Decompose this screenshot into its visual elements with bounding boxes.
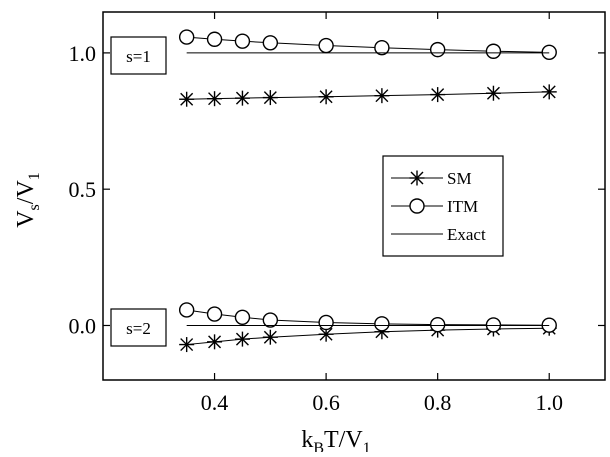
- sm-point: [207, 334, 223, 350]
- sm-point: [485, 85, 501, 101]
- itm-point: [485, 43, 502, 59]
- asterisk-stroke: [235, 332, 249, 346]
- itm-point: [318, 314, 334, 331]
- itm-point: [206, 31, 223, 47]
- itm-point: [178, 302, 195, 318]
- x-axis-label-main: k: [301, 427, 313, 452]
- x-axis-label-sub1: B: [313, 440, 324, 452]
- asterisk-stroke: [542, 85, 556, 99]
- state-box-label: s=1: [126, 47, 151, 66]
- asterisk-stroke: [263, 330, 277, 344]
- asterisk-stroke: [319, 327, 333, 341]
- asterisk-stroke: [208, 335, 222, 349]
- state-box-frame: [110, 36, 167, 75]
- plot-frame: [102, 11, 606, 381]
- itm-point: [429, 316, 446, 333]
- asterisk-stroke: [235, 91, 249, 105]
- legend-circle-marker: [409, 198, 425, 214]
- y-axis-label-sub1: s: [26, 204, 43, 210]
- asterisk-stroke: [410, 171, 424, 185]
- y-tick-label: 0.5: [69, 177, 97, 202]
- itm-point: [485, 317, 502, 333]
- asterisk-stroke: [180, 338, 194, 352]
- y-axis-label-mid: /V: [13, 180, 39, 205]
- sm-point: [318, 89, 334, 105]
- itm-point: [262, 312, 279, 328]
- sm-point: [234, 331, 250, 347]
- asterisk-stroke: [263, 91, 277, 105]
- itm-point: [206, 306, 223, 322]
- y-axis-label-main: V: [13, 210, 39, 228]
- itm-point: [234, 309, 251, 326]
- sm-point: [430, 87, 446, 103]
- legend: SM ITM Exact: [382, 155, 504, 257]
- itm-point: [429, 41, 446, 58]
- state-box-label: s=2: [126, 319, 151, 338]
- sm-point: [234, 90, 250, 106]
- x-tick-label: 0.4: [201, 390, 229, 415]
- state-box-frame: [110, 308, 167, 347]
- asterisk-stroke: [319, 90, 333, 104]
- state-box: s=1: [110, 36, 167, 75]
- data-layer: [178, 29, 557, 353]
- itm-point: [374, 40, 390, 56]
- x-tick-label: 1.0: [535, 390, 563, 415]
- sm-point: [207, 91, 223, 107]
- sm-point: [541, 84, 557, 100]
- asterisk-stroke: [486, 86, 500, 100]
- legend-asterisk-marker: [409, 170, 425, 186]
- y-axis-label: Vs/V1: [13, 172, 43, 228]
- y-tick-label: 0.0: [69, 313, 97, 338]
- sm-point: [374, 88, 390, 104]
- x-axis-label-mid: T/V: [324, 427, 363, 452]
- sm-point: [179, 337, 195, 353]
- asterisk-stroke: [208, 92, 222, 106]
- ticks-layer: 0.4 0.6 0.8 1.0 0.0 0.5 1.0: [69, 12, 605, 415]
- y-axis-label-sub2: 1: [26, 172, 43, 180]
- box-labels-layer: s=1 s=2: [110, 36, 167, 347]
- x-axis-label-sub2: 1: [363, 440, 371, 452]
- legend-label: SM: [447, 169, 472, 188]
- legend-label: Exact: [447, 225, 486, 244]
- x-tick-label: 0.8: [424, 390, 452, 415]
- legend-label: ITM: [447, 197, 478, 216]
- itm-point: [374, 316, 390, 332]
- itm-point: [318, 37, 334, 54]
- itm-point: [541, 44, 557, 61]
- state-box: s=2: [110, 308, 167, 347]
- sm-point: [262, 90, 278, 106]
- asterisk-stroke: [180, 92, 194, 106]
- x-axis-label: kBT/V1: [301, 427, 370, 452]
- asterisk-stroke: [431, 88, 445, 102]
- itm-point: [178, 29, 195, 45]
- asterisk-stroke: [375, 89, 389, 103]
- y-tick-label: 1.0: [69, 41, 97, 66]
- itm-point: [234, 33, 251, 49]
- sm-point: [179, 91, 195, 107]
- x-tick-label: 0.6: [312, 390, 340, 415]
- itm-point: [262, 35, 279, 51]
- sm-point: [262, 329, 278, 345]
